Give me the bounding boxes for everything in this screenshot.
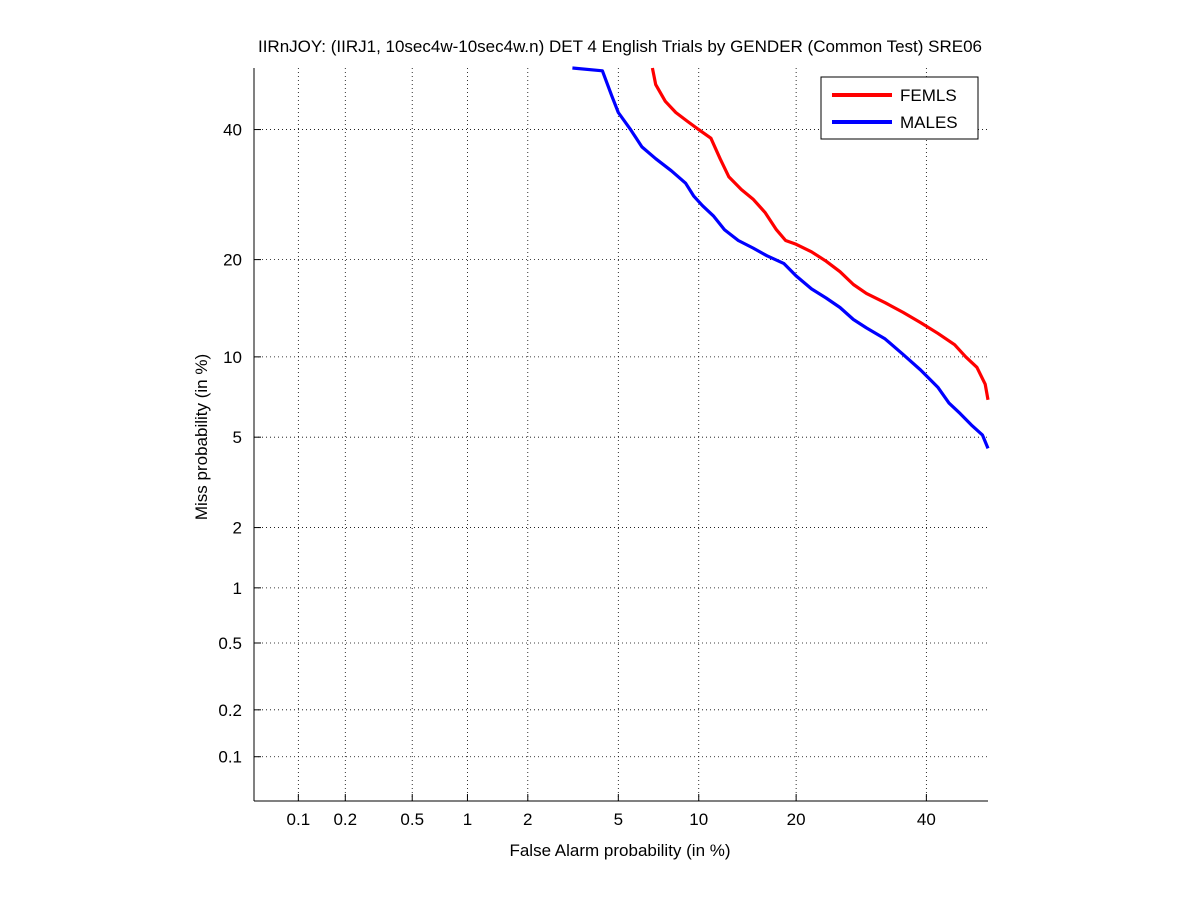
legend-label-males: MALES xyxy=(900,113,958,132)
x-tick-label: 20 xyxy=(787,810,806,829)
x-tick-label: 2 xyxy=(523,810,532,829)
y-tick-label: 1 xyxy=(233,579,242,598)
grid xyxy=(254,68,988,801)
x-tick-label: 1 xyxy=(463,810,472,829)
chart-title: IIRnJOY: (IIRJ1, 10sec4w-10sec4w.n) DET … xyxy=(258,37,982,56)
x-tick-label: 40 xyxy=(917,810,936,829)
y-tick-label: 0.2 xyxy=(218,701,242,720)
legend: FEMLS MALES xyxy=(820,76,979,140)
x-tick-label: 0.2 xyxy=(333,810,357,829)
y-tick-label: 2 xyxy=(233,519,242,538)
x-axis-label: False Alarm probability (in %) xyxy=(509,841,730,860)
series-layer xyxy=(572,66,990,450)
x-tick-label: 0.1 xyxy=(287,810,311,829)
tick-labels: 0.1 0.2 0.5 1 2 5 10 20 40 0.1 0.2 0.5 1 2 5 10 20 40 xyxy=(218,121,935,829)
legend-box xyxy=(820,76,979,140)
x-tick-label: 10 xyxy=(689,810,708,829)
series-line-femls xyxy=(650,67,990,401)
legend-label-femls: FEMLS xyxy=(900,86,957,105)
axes xyxy=(253,68,988,802)
y-axis-label: Miss probability (in %) xyxy=(192,354,211,520)
y-tick-label: 0.1 xyxy=(218,748,242,767)
x-tick-label: 0.5 xyxy=(400,810,424,829)
series-line-males xyxy=(572,66,990,450)
y-tick-label: 40 xyxy=(223,121,242,140)
y-tick-label: 0.5 xyxy=(218,634,242,653)
x-tick-label: 5 xyxy=(614,810,623,829)
y-tick-label: 5 xyxy=(233,428,242,447)
y-tick-label: 20 xyxy=(223,251,242,270)
y-tick-label: 10 xyxy=(223,348,242,367)
